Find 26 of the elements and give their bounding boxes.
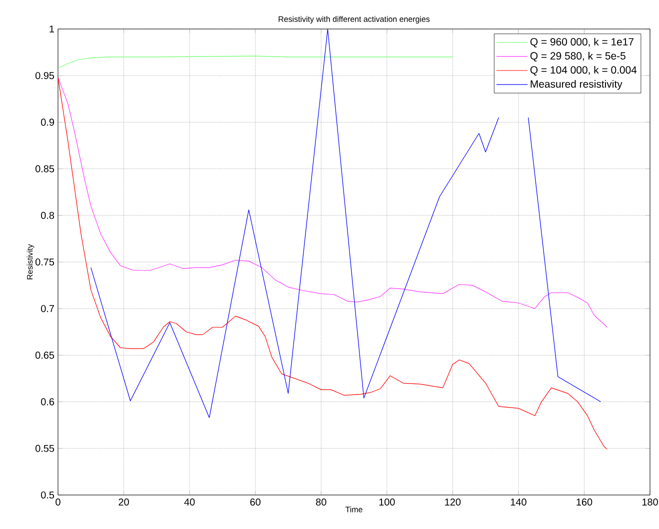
x-tick-label: 40 [184,498,195,506]
legend-label: Measured resistivity [530,80,622,90]
x-tick-label: 0 [56,498,60,506]
x-tick-label: 140 [510,498,526,506]
y-tick-label: 0.5 [41,491,54,499]
y-tick-label: 0.7 [41,305,54,312]
y-tick-label: 0.6 [41,398,54,406]
y-tick-label: 0.85 [35,165,54,172]
line-series [58,56,453,68]
legend-label: Q = 29 580, k = 5e-5 [530,52,626,62]
x-tick-label: 60 [250,498,260,506]
legend-label: Q = 960 000, k = 1e17 [530,38,634,48]
x-tick-label: 100 [379,498,395,506]
y-tick-label: 0.8 [41,212,54,219]
y-tick-label: 0.65 [35,352,54,359]
legend-label: Q = 104 000, k = 0.004 [530,66,637,76]
y-tick-label: 0.9 [41,118,54,126]
y-tick-label: 0.55 [35,444,54,452]
x-tick-label: 120 [445,498,461,506]
x-tick-label: 180 [642,498,658,506]
x-tick-label: 80 [316,498,326,506]
x-tick-label: 20 [118,498,129,506]
y-tick-label: 0.75 [35,258,54,266]
y-tick-label: 1 [50,26,54,32]
y-tick-label: 0.95 [35,72,54,80]
x-tick-label: 160 [576,498,592,506]
